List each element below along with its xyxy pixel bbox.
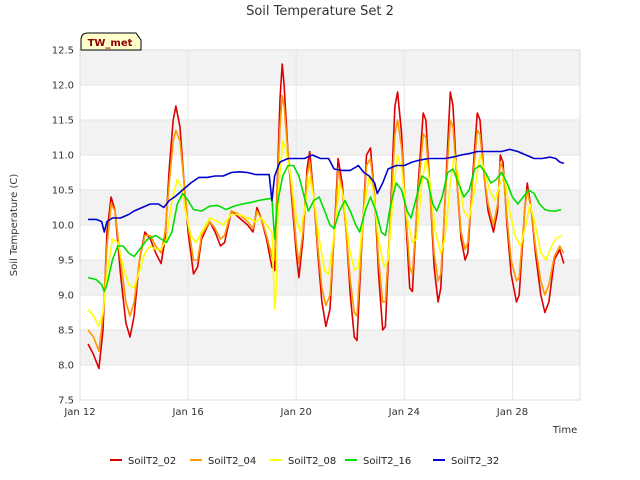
legend-label-soilt2-08: SoilT2_08 — [288, 456, 336, 467]
series-line-soilt2-16 — [87, 164, 562, 293]
y-tick-label: 8.0 — [58, 361, 74, 372]
x-tick-label: Jan 12 — [63, 407, 95, 418]
x-axis-ticks: Jan 12 Jan 16 Jan 20 Jan 24 Jan 28 — [63, 407, 528, 418]
y-tick-label: 11.5 — [52, 116, 74, 127]
y-tick-label: 7.5 — [58, 396, 74, 407]
y-tick-label: 12.5 — [52, 46, 74, 57]
x-tick-label: Jan 20 — [280, 407, 312, 418]
y-tick-label: 9.0 — [58, 291, 74, 302]
plot-frame — [79, 49, 581, 401]
y-tick-label: 10.0 — [52, 221, 74, 232]
badge-box — [80, 32, 142, 51]
grid-band — [80, 50, 580, 85]
y-axis-label: Soil Temperature (C) — [9, 174, 20, 277]
tw-met-badge: TW_met — [80, 32, 142, 51]
legend-label-soilt2-32: SoilT2_32 — [451, 456, 499, 467]
x-tick-label: Jan 24 — [388, 407, 420, 418]
grid-band — [80, 330, 580, 365]
series-line-soilt2-32 — [88, 148, 565, 233]
legend-label-soilt2-02: SoilT2_02 — [128, 456, 176, 467]
badge-label: TW_met — [88, 38, 133, 49]
y-tick-label: 12.0 — [52, 81, 74, 92]
y-tick-label: 10.5 — [52, 186, 74, 197]
grid-band — [80, 120, 580, 155]
y-tick-label: 9.5 — [58, 256, 74, 267]
legend-label-soilt2-04: SoilT2_04 — [208, 456, 256, 467]
y-tick-label: 11.0 — [52, 151, 74, 162]
y-tick-label: 8.5 — [58, 326, 74, 337]
series-line-soilt2-08 — [87, 140, 562, 328]
legend-label-soilt2-16: SoilT2_16 — [363, 456, 411, 467]
legend: SoilT2_02 SoilT2_04 SoilT2_08 SoilT2_16 Soil… — [110, 456, 499, 467]
x-tick-label: Jan 28 — [496, 407, 528, 418]
x-tick-label: Jan 16 — [171, 407, 203, 418]
y-axis-ticks: 7.5 8.0 8.5 9.0 9.5 10.0 10.5 11.0 11.5 12.0 12.5 — [52, 46, 74, 407]
x-axis-label: Time — [552, 425, 577, 436]
chart-title: Soil Temperature Set 2 — [246, 4, 394, 19]
series-lines — [87, 63, 565, 370]
